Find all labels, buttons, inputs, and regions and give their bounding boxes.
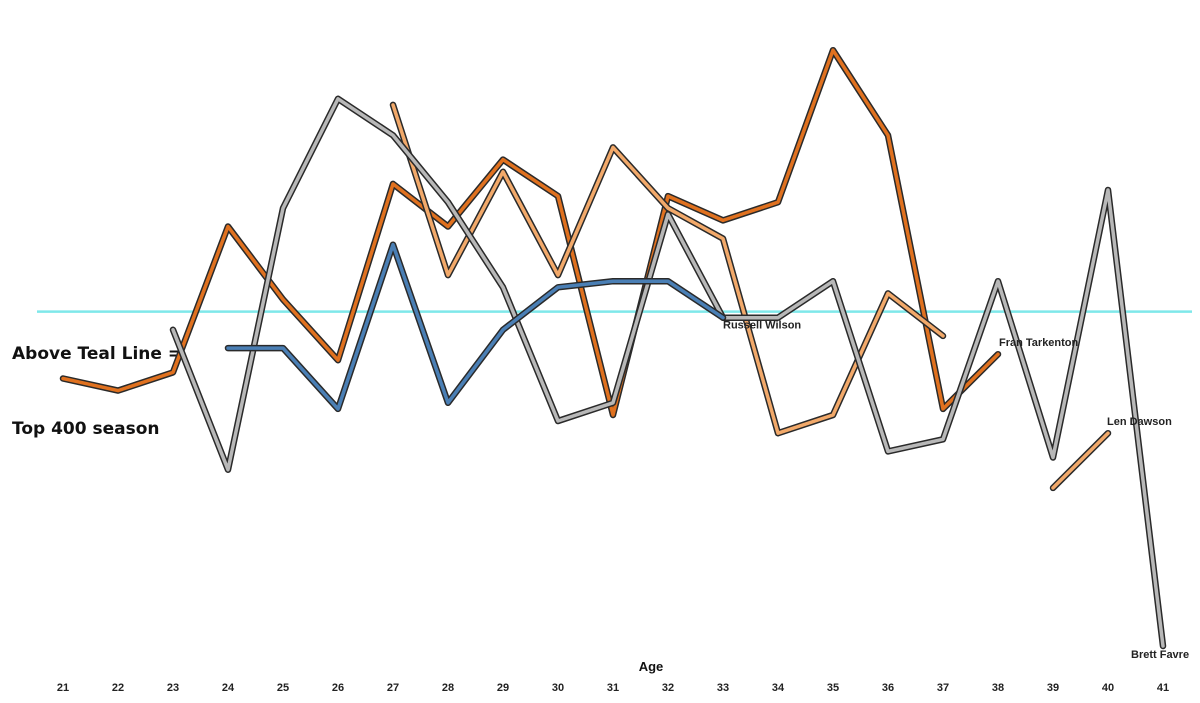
x-axis-label: Age	[639, 659, 664, 674]
series-label-fran-tarkenton: Fran Tarkenton	[999, 337, 1079, 349]
series-line-fran-tarkenton	[59, 46, 1002, 419]
x-tick-label: 36	[882, 682, 894, 694]
x-tick-label: 41	[1157, 682, 1169, 694]
x-tick-label: 30	[552, 682, 564, 694]
series-label-russell-wilson: Russell Wilson	[723, 320, 801, 332]
x-tick-label: 29	[497, 682, 509, 694]
annotation-line-2: Top 400 season	[12, 419, 160, 439]
annotation-line-1: Above Teal Line =	[12, 344, 183, 364]
x-tick-label: 31	[607, 682, 619, 694]
x-tick-label: 27	[387, 682, 399, 694]
x-tick-label: 38	[992, 682, 1004, 694]
x-tick-label: 26	[332, 682, 344, 694]
x-tick-label: 37	[937, 682, 949, 694]
series-line-russell-wilson	[224, 241, 727, 413]
x-tick-label: 40	[1102, 682, 1114, 694]
series-layer	[59, 46, 1167, 650]
x-tick-label: 35	[827, 682, 839, 694]
series-labels-layer: Russell Wilson Fran Tarkenton Len Dawson Br…	[723, 320, 1189, 661]
annotation-text: Above Teal Line = Top 400 season	[12, 292, 182, 467]
series-label-brett-favre: Brett Favre	[1131, 649, 1189, 661]
x-tick-label: 24	[222, 682, 235, 694]
series-line-len-dawson-2	[1049, 429, 1112, 492]
x-tick-label: 39	[1047, 682, 1059, 694]
x-tick-labels: 21 22 23 24 25 26 27 28 29 30 31 32 33 34 35 36 37 38 39 40…	[57, 682, 1169, 694]
x-tick-label: 33	[717, 682, 729, 694]
x-tick-label: 32	[662, 682, 674, 694]
series-line-brett-favre	[169, 95, 1167, 650]
x-tick-label: 21	[57, 682, 69, 694]
series-label-len-dawson: Len Dawson	[1107, 416, 1172, 428]
x-tick-label: 28	[442, 682, 454, 694]
x-tick-label: 34	[772, 682, 785, 694]
x-tick-label: 23	[167, 682, 179, 694]
x-tick-label: 22	[112, 682, 124, 694]
x-tick-label: 25	[277, 682, 289, 694]
series-line-len-dawson-1	[389, 101, 947, 437]
